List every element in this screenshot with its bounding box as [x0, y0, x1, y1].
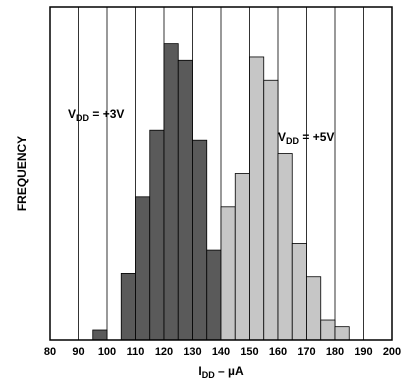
annotation-vdd-3v-main: V	[68, 107, 76, 121]
x-tick-labels: 80 90 100 110 120 130 140 150 160 170 180 190 200	[44, 346, 401, 358]
bar-vdd-3v-110	[135, 196, 151, 341]
x-tick-label-80: 80	[44, 346, 56, 358]
annotation-vdd-3v-subscript: DD	[76, 113, 89, 123]
bar-vdd-3v-120	[163, 43, 179, 341]
bar-vdd-3v-95	[92, 329, 108, 341]
annotation-vdd-5v-subscript: DD	[286, 136, 299, 146]
x-tick-label-180: 180	[326, 346, 344, 358]
bar-vdd-5v-170	[306, 276, 322, 341]
x-tick-label-200: 200	[383, 346, 401, 358]
x-tick-label-140: 140	[212, 346, 230, 358]
bar-vdd-5v-155	[263, 79, 279, 341]
bar-vdd-5v-145	[234, 173, 250, 341]
x-axis-title-subscript: DD	[202, 370, 215, 380]
x-tick-label-110: 110	[127, 346, 145, 358]
bar-vdd-5v-165	[291, 243, 307, 341]
bar-vdd-5v-150	[249, 56, 265, 341]
x-tick-label-160: 160	[269, 346, 287, 358]
x-tick-label-150: 150	[240, 346, 258, 358]
x-tick-label-170: 170	[297, 346, 315, 358]
annotation-vdd-3v-rest: = +3V	[89, 107, 124, 121]
annotation-vdd-3v: VDD = +3V	[68, 107, 124, 123]
bar-vdd-3v-135	[206, 249, 222, 341]
bar-vdd-5v-160	[277, 153, 293, 341]
y-axis-title: FREQUENCY	[15, 136, 29, 211]
bar-vdd-5v-140	[220, 206, 236, 341]
annotation-vdd-5v: VDD = +5V	[278, 130, 334, 146]
x-tick-label-100: 100	[98, 346, 116, 358]
x-axis-title-rest: – µA	[215, 364, 244, 378]
x-axis-title-main: I	[198, 364, 201, 378]
x-tick-label-90: 90	[72, 346, 84, 358]
x-tick-label-120: 120	[155, 346, 173, 358]
plot-frame	[49, 6, 393, 341]
bar-vdd-3v-105	[120, 272, 136, 341]
bar-vdd-3v-125	[177, 59, 193, 341]
bar-vdd-5v-180	[334, 326, 350, 341]
annotation-vdd-5v-rest: = +5V	[299, 130, 334, 144]
annotation-vdd-5v-main: V	[278, 130, 286, 144]
bars-layer	[92, 43, 350, 341]
bar-vdd-3v-130	[192, 139, 208, 341]
x-tick-label-190: 190	[354, 346, 372, 358]
bar-vdd-3v-115	[149, 129, 165, 341]
x-axis-title: IDD – µA	[198, 364, 244, 380]
x-tick-label-130: 130	[183, 346, 201, 358]
bar-vdd-5v-175	[320, 319, 336, 341]
